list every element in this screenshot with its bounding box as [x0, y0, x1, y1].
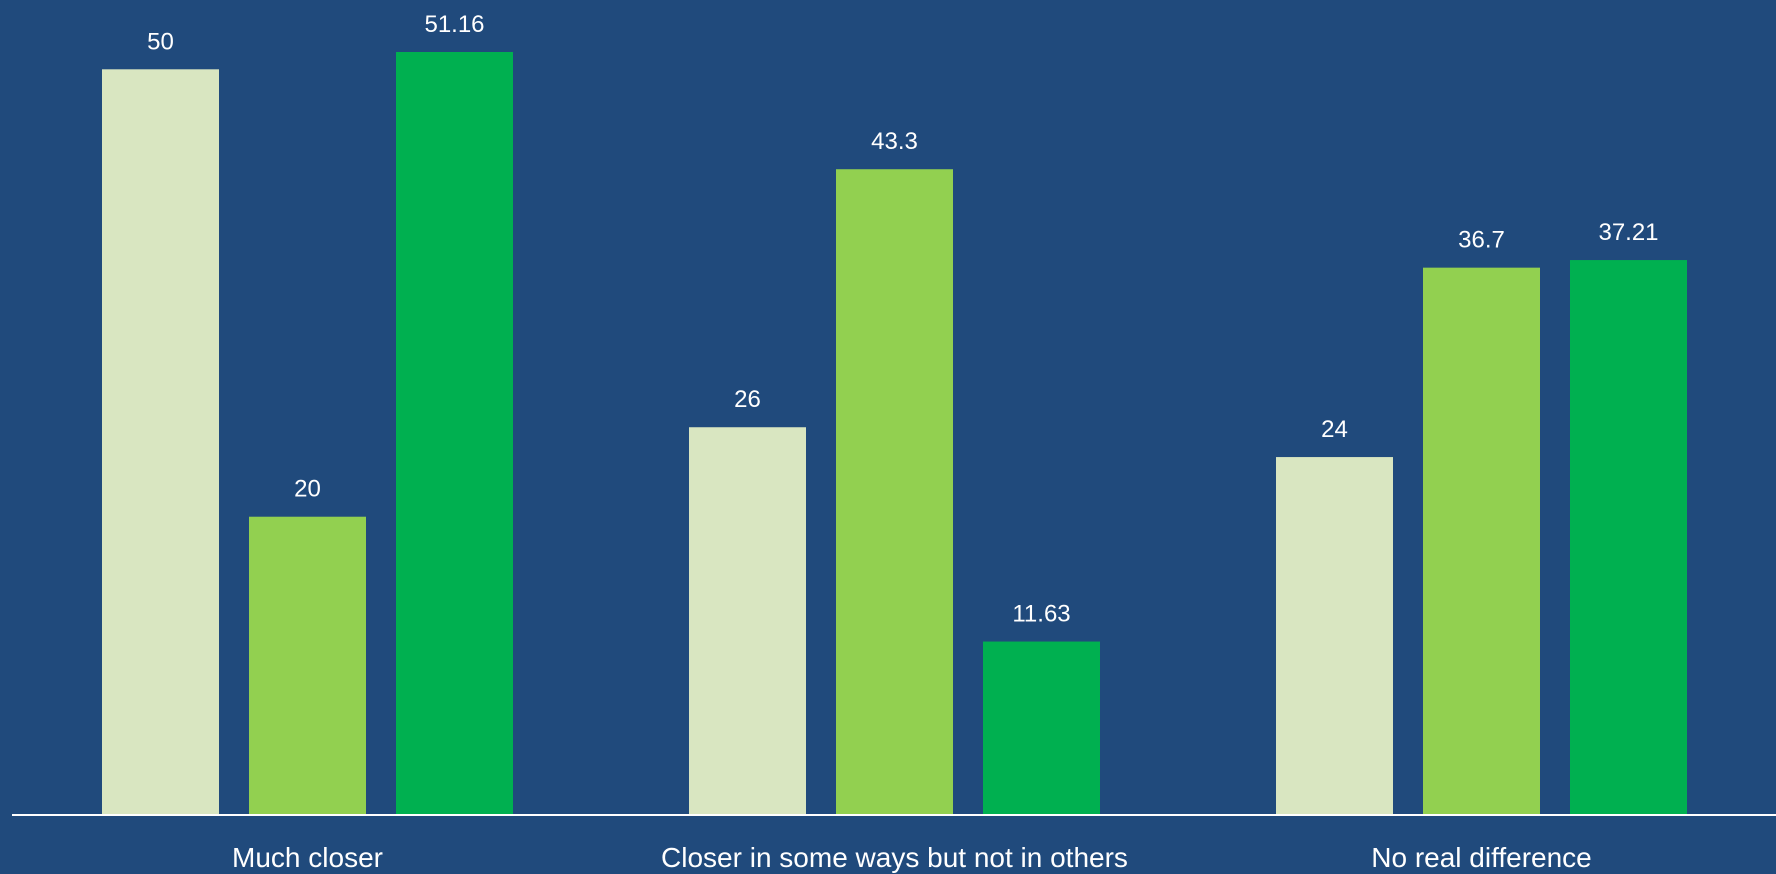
bar-2-series-2 [836, 169, 953, 815]
bar-1-series-2 [249, 516, 366, 815]
category-label-1: Much closer [232, 842, 383, 873]
value-label-3-series-2: 36.7 [1458, 227, 1505, 254]
category-labels-layer: Much closer Closer in some ways but not i… [232, 842, 1592, 873]
value-label-1-series-2: 20 [294, 476, 321, 503]
value-label-3-series-1: 24 [1321, 416, 1348, 443]
bar-1-series-1 [102, 69, 219, 815]
value-labels-layer: 50 20 51.16 26 43.3 11.63 24 36.7 37.21 [147, 11, 1658, 628]
bar-1-series-3 [396, 52, 513, 815]
bar-2-series-3 [983, 641, 1100, 815]
bars-layer [102, 52, 1687, 815]
value-label-2-series-1: 26 [734, 386, 761, 413]
bar-2-series-1 [689, 427, 806, 815]
value-label-3-series-3: 37.21 [1598, 219, 1658, 246]
category-label-3: No real difference [1371, 842, 1592, 873]
category-label-2: Closer in some ways but not in others [661, 842, 1128, 873]
value-label-2-series-2: 43.3 [871, 128, 918, 155]
bar-3-series-2 [1423, 267, 1540, 815]
value-label-1-series-1: 50 [147, 28, 174, 55]
bar-3-series-3 [1570, 260, 1687, 815]
value-label-2-series-3: 11.63 [1012, 601, 1070, 628]
bar-3-series-1 [1276, 457, 1393, 815]
value-label-1-series-3: 51.16 [424, 11, 484, 38]
